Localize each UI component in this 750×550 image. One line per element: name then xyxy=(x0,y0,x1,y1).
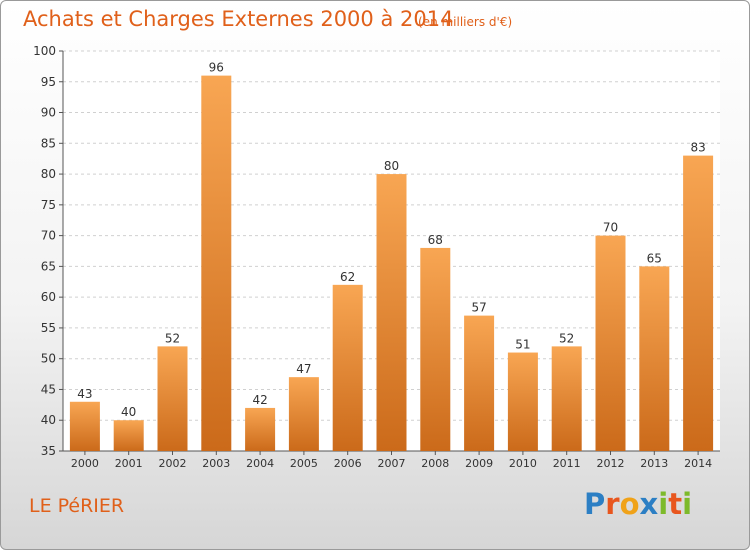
value-label-2007: 80 xyxy=(384,159,399,173)
x-tick-label-2013: 2013 xyxy=(640,457,668,470)
x-tick-label-2014: 2014 xyxy=(684,457,712,470)
logo-letter: x xyxy=(639,487,659,521)
value-label-2003: 96 xyxy=(209,61,224,75)
value-label-2013: 65 xyxy=(647,251,662,265)
bar-2013 xyxy=(639,266,670,451)
bar-2009 xyxy=(464,315,495,451)
y-tick-label: 40 xyxy=(41,413,56,427)
x-tick-label-2002: 2002 xyxy=(159,457,187,470)
y-tick-label: 55 xyxy=(41,321,56,335)
x-tick-label-2001: 2001 xyxy=(115,457,143,470)
value-label-2008: 68 xyxy=(428,233,443,247)
x-tick-label-2007: 2007 xyxy=(378,457,406,470)
bar-2007 xyxy=(376,174,407,452)
chart-subtitle: (en milliers d'€) xyxy=(418,15,513,29)
bar-2011 xyxy=(551,346,582,451)
logo-letter: P xyxy=(584,487,606,521)
bar-2012 xyxy=(595,235,626,451)
value-label-2014: 83 xyxy=(690,141,705,155)
bar-2006 xyxy=(332,284,363,451)
y-tick-label: 65 xyxy=(41,259,56,273)
y-tick-label: 100 xyxy=(33,44,56,58)
x-tick-label-2008: 2008 xyxy=(421,457,449,470)
y-tick-label: 70 xyxy=(41,229,56,243)
x-tick-label-2004: 2004 xyxy=(246,457,274,470)
x-tick-label-2000: 2000 xyxy=(71,457,99,470)
y-tick-label: 95 xyxy=(41,75,56,89)
bar-2001 xyxy=(113,420,144,451)
y-tick-label: 60 xyxy=(41,290,56,304)
bar-2014 xyxy=(683,155,714,451)
x-tick-label-2009: 2009 xyxy=(465,457,493,470)
y-tick-label: 45 xyxy=(41,382,56,396)
bar-2008 xyxy=(420,247,451,451)
y-tick-label: 80 xyxy=(41,167,56,181)
x-tick-label-2010: 2010 xyxy=(509,457,537,470)
x-tick-label-2003: 2003 xyxy=(202,457,230,470)
y-tick-label: 75 xyxy=(41,198,56,212)
logo-letter: o xyxy=(619,487,640,521)
bar-2005 xyxy=(288,377,319,451)
y-tick-label: 85 xyxy=(41,136,56,150)
value-label-2011: 52 xyxy=(559,331,574,345)
x-tick-label-2005: 2005 xyxy=(290,457,318,470)
bar-2010 xyxy=(507,352,538,451)
logo-letter: i xyxy=(658,487,669,521)
value-label-2001: 40 xyxy=(121,405,136,419)
value-label-2010: 51 xyxy=(515,338,530,352)
value-label-2005: 47 xyxy=(296,362,311,376)
y-tick-label: 35 xyxy=(41,444,56,458)
value-label-2006: 62 xyxy=(340,270,355,284)
bar-2003 xyxy=(201,75,232,451)
x-tick-label-2011: 2011 xyxy=(553,457,581,470)
place-name: LE PéRIER xyxy=(29,495,125,517)
y-tick-label: 50 xyxy=(41,352,56,366)
proxiti-logo: Proxiti xyxy=(584,487,692,521)
x-tick-label-2006: 2006 xyxy=(334,457,362,470)
value-label-2009: 57 xyxy=(471,301,486,315)
chart-title: Achats et Charges Externes 2000 à 2014 xyxy=(23,7,454,31)
bar-2000 xyxy=(69,401,100,451)
logo-letter: r xyxy=(605,487,620,521)
logo-letter: i xyxy=(682,487,693,521)
value-label-2002: 52 xyxy=(165,331,180,345)
value-label-2012: 70 xyxy=(603,221,618,235)
bar-2002 xyxy=(157,346,188,451)
bar-2004 xyxy=(245,407,276,451)
y-tick-label: 90 xyxy=(41,106,56,120)
value-label-2004: 42 xyxy=(252,393,267,407)
x-tick-label-2012: 2012 xyxy=(597,457,625,470)
logo-letter: t xyxy=(668,487,683,521)
value-label-2000: 43 xyxy=(77,387,92,401)
